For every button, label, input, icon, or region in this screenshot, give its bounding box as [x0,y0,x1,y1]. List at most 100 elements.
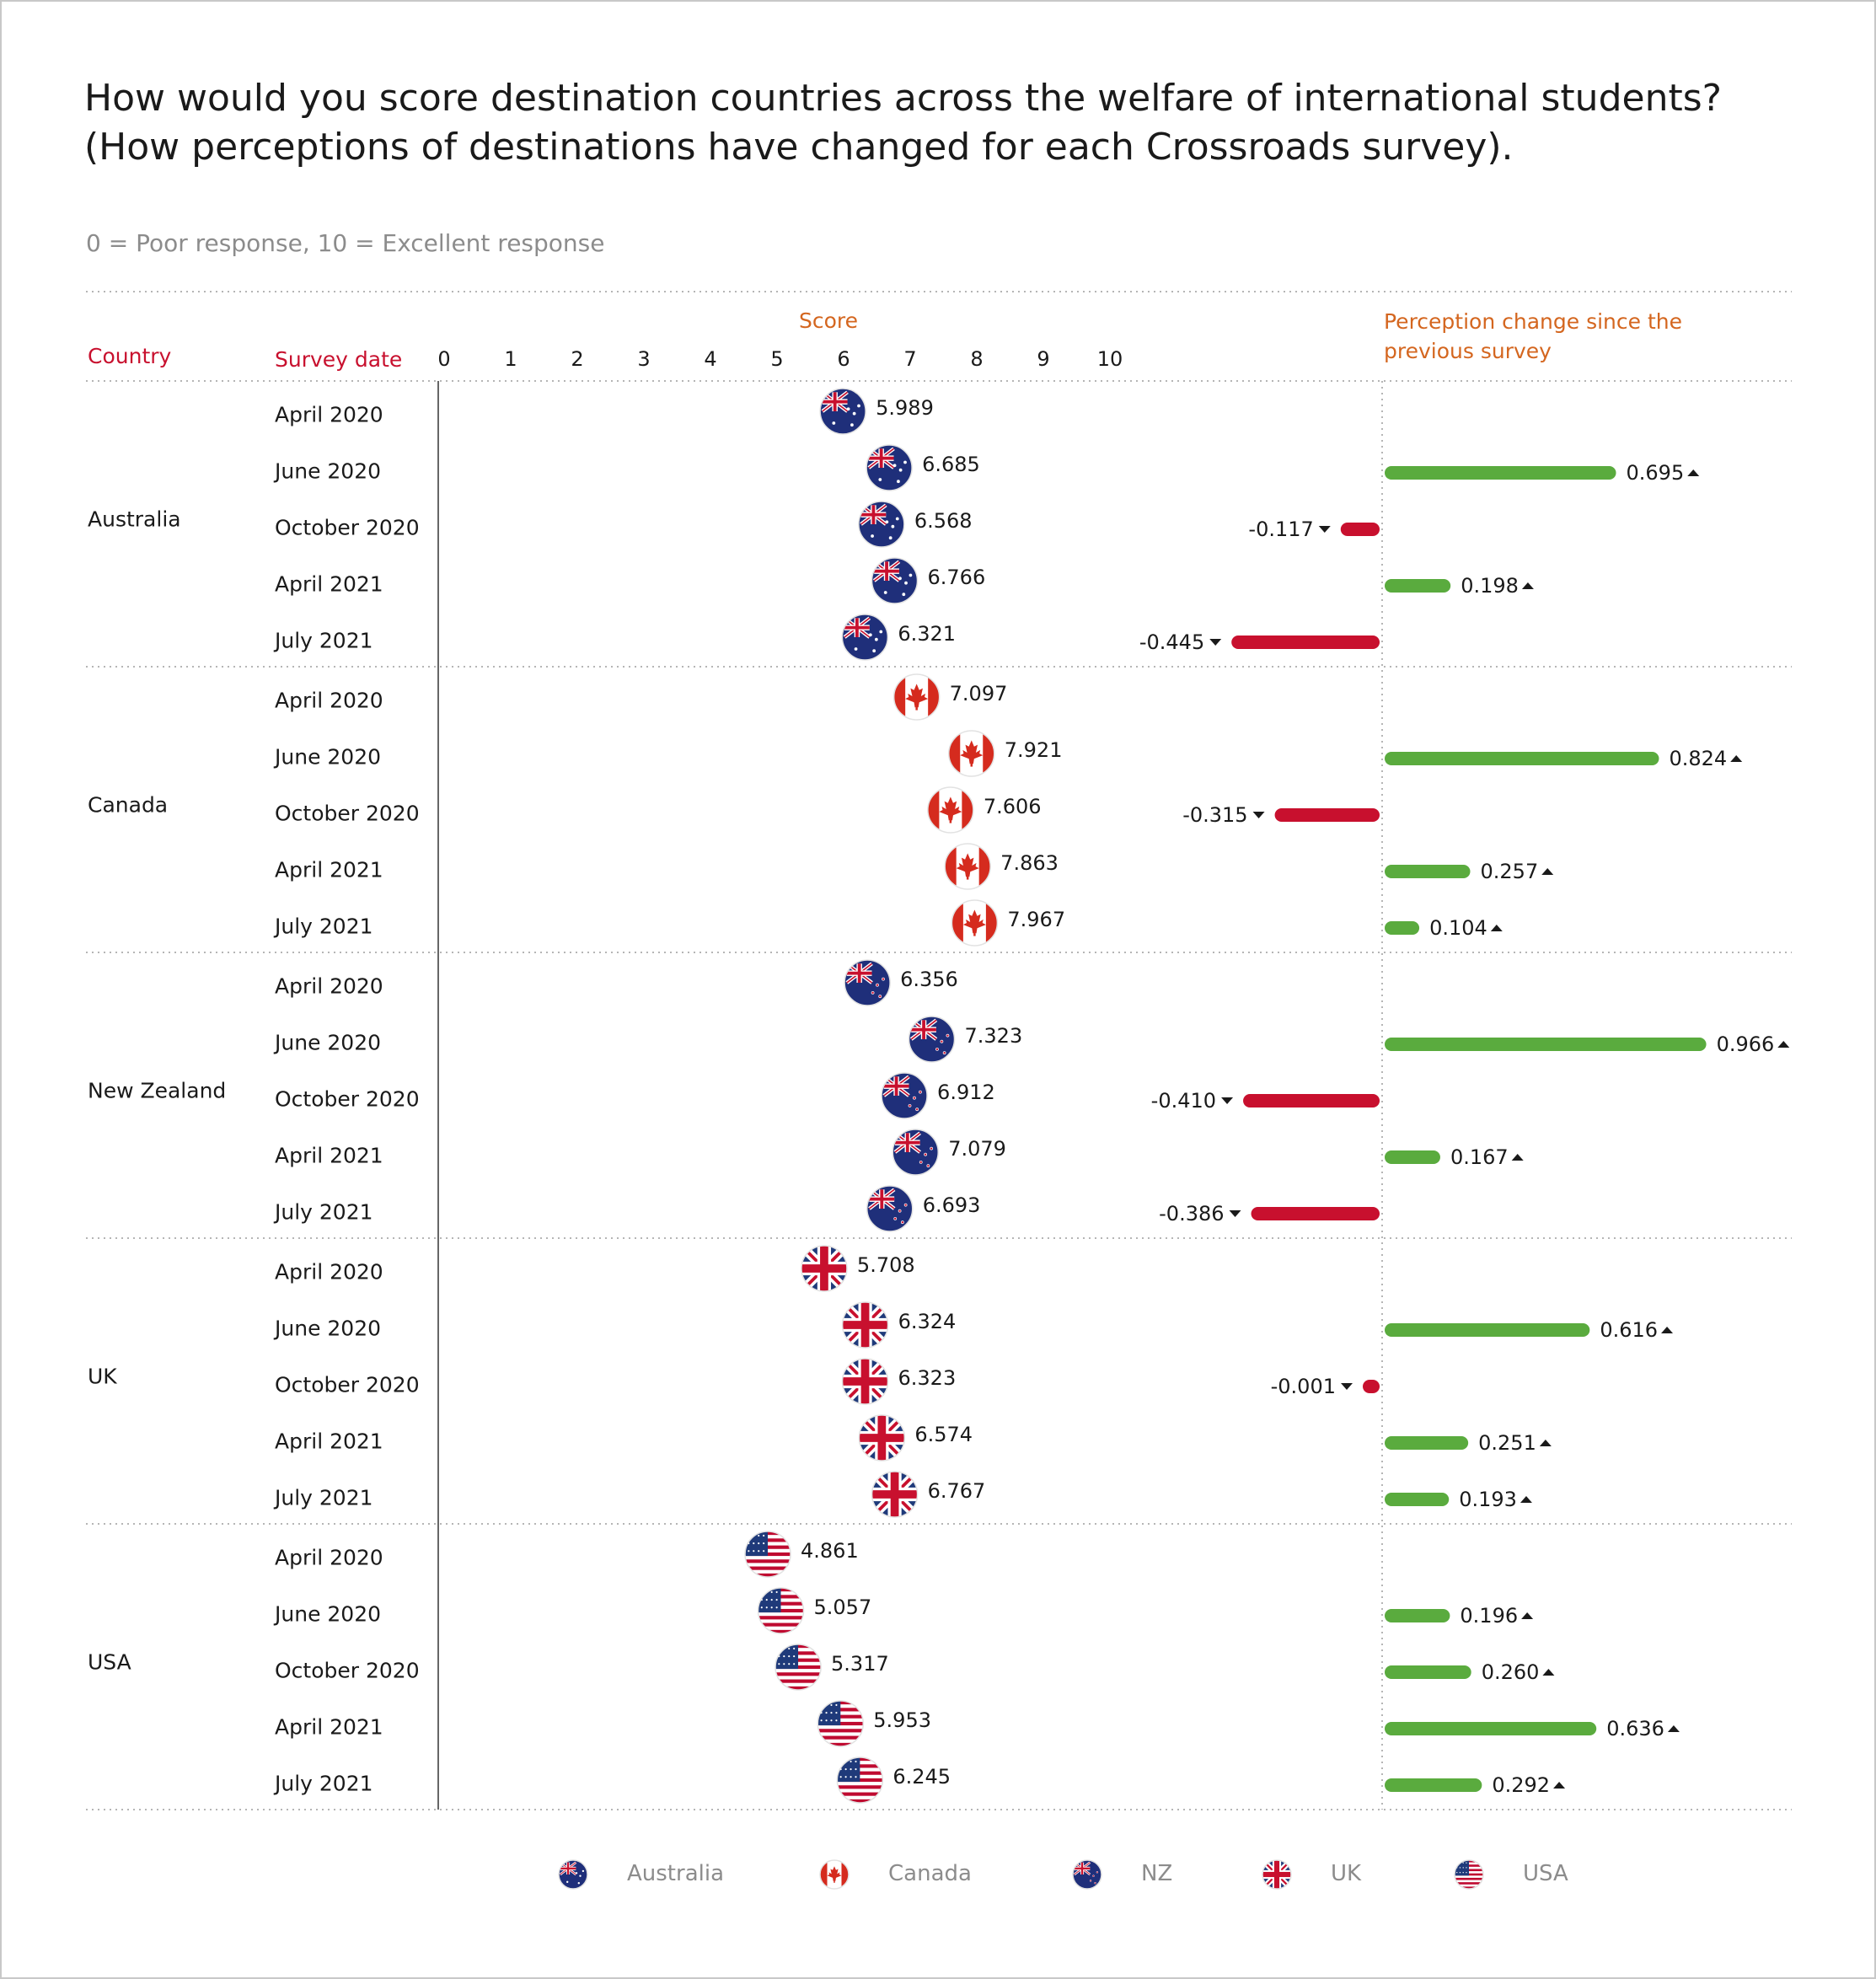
survey-date-label: June 2020 [275,459,382,484]
positive-change-bar [1385,1778,1482,1792]
country-label: USA [88,1649,131,1674]
new-zealand-flag-icon [881,1072,928,1119]
new-zealand-flag-icon [1072,1859,1102,1890]
score-label: 6.568 [914,509,973,533]
survey-date-label: October 2020 [275,515,420,540]
score-label: 7.097 [950,682,1008,705]
score-label: 6.324 [898,1310,957,1333]
title-line-1: How would you score destination countrie… [84,77,1722,120]
positive-change-bar [1385,1722,1597,1735]
change-label: 0.824 [1669,747,1727,770]
survey-date-label: October 2020 [275,1086,420,1112]
australia-flag-icon [871,557,919,604]
uk-flag-icon [871,1471,919,1518]
score-label: 7.967 [1007,908,1065,931]
survey-date-label: July 2021 [275,1199,373,1225]
down-arrow-icon [1252,812,1265,818]
survey-date-label: April 2020 [275,1545,383,1570]
negative-change-bar [1231,636,1380,649]
chart-title: How would you score destination countrie… [84,74,1820,172]
uk-flag-icon [841,1358,889,1405]
change-label: -0.001 [1271,1375,1336,1398]
change-label: 0.292 [1492,1773,1550,1797]
survey-date-label: April 2020 [275,688,383,713]
change-label: -0.386 [1159,1202,1224,1225]
survey-date-column-header: Survey date [275,347,403,372]
up-arrow-icon [1661,1327,1674,1333]
positive-change-bar [1385,466,1616,480]
x-tick-label: 10 [1096,347,1123,371]
canada-flag-icon [944,843,991,890]
australia-flag-icon [841,614,889,661]
country-label: Canada [88,792,169,817]
x-tick-label: 6 [837,347,850,371]
score-label: 6.574 [914,1423,973,1446]
positive-change-bar [1385,1323,1590,1337]
down-arrow-icon [1341,1383,1353,1390]
usa-flag-icon [836,1756,884,1804]
score-label: 5.953 [873,1708,931,1732]
change-label: 0.198 [1461,574,1519,598]
survey-date-label: April 2021 [275,1714,383,1740]
score-label: 6.245 [892,1765,951,1789]
new-zealand-flag-icon [908,1016,956,1063]
country-label: Australia [88,507,181,531]
survey-date-label: July 2021 [275,1485,373,1510]
new-zealand-flag-icon [892,1129,939,1176]
x-tick-label: 7 [903,347,917,371]
x-tick-label: 9 [1037,347,1050,371]
up-arrow-icon [1511,1154,1524,1161]
score-label: 5.057 [814,1596,872,1619]
score-label: 5.989 [876,396,934,420]
positive-change-bar [1385,1038,1707,1051]
survey-date-label: June 2020 [275,1030,382,1055]
canada-flag-icon [819,1859,850,1890]
survey-date-label: June 2020 [275,744,382,770]
positive-change-bar [1385,921,1420,935]
x-tick-label: 0 [437,347,451,371]
survey-date-label: April 2020 [275,1259,383,1284]
positive-change-bar [1385,1436,1469,1450]
canada-flag-icon [951,899,999,947]
survey-date-label: April 2021 [275,857,383,882]
up-arrow-icon [1553,1782,1566,1789]
uk-flag-icon [841,1301,889,1349]
uk-flag-icon [801,1245,848,1292]
change-label: -0.315 [1182,803,1247,827]
positive-change-bar [1385,752,1659,765]
score-label: 6.356 [900,968,958,991]
uk-flag-icon [1262,1859,1292,1890]
usa-flag-icon [744,1531,791,1578]
australia-flag-icon [866,444,913,491]
survey-date-label: July 2021 [275,628,373,653]
change-label: 0.695 [1627,461,1685,485]
change-header-line-1: Perception change since the [1384,309,1682,334]
legend-label: Canada [888,1861,972,1886]
positive-change-bar [1385,1665,1471,1679]
legend-label: NZ [1141,1861,1173,1886]
score-label: 7.606 [984,795,1042,818]
survey-date-label: October 2020 [275,1372,420,1397]
down-arrow-icon [1209,639,1222,646]
survey-date-label: April 2020 [275,402,383,427]
negative-change-bar [1251,1207,1380,1220]
survey-date-label: April 2020 [275,973,383,999]
change-label: 0.167 [1450,1145,1509,1169]
score-label: 5.317 [831,1652,889,1676]
up-arrow-icon [1520,1496,1532,1503]
score-label: 7.921 [1005,738,1063,762]
change-label: 0.636 [1606,1717,1664,1740]
australia-flag-icon [819,388,866,435]
score-label: 6.685 [922,453,980,476]
change-label: -0.410 [1151,1089,1216,1113]
survey-date-label: June 2020 [275,1316,382,1341]
up-arrow-icon [1667,1725,1680,1732]
canada-flag-icon [948,730,995,777]
negative-change-bar [1340,523,1380,536]
usa-flag-icon [1454,1859,1484,1890]
x-tick-label: 8 [970,347,984,371]
down-arrow-icon [1221,1097,1234,1104]
canada-flag-icon [927,786,974,834]
down-arrow-icon [1229,1210,1241,1217]
